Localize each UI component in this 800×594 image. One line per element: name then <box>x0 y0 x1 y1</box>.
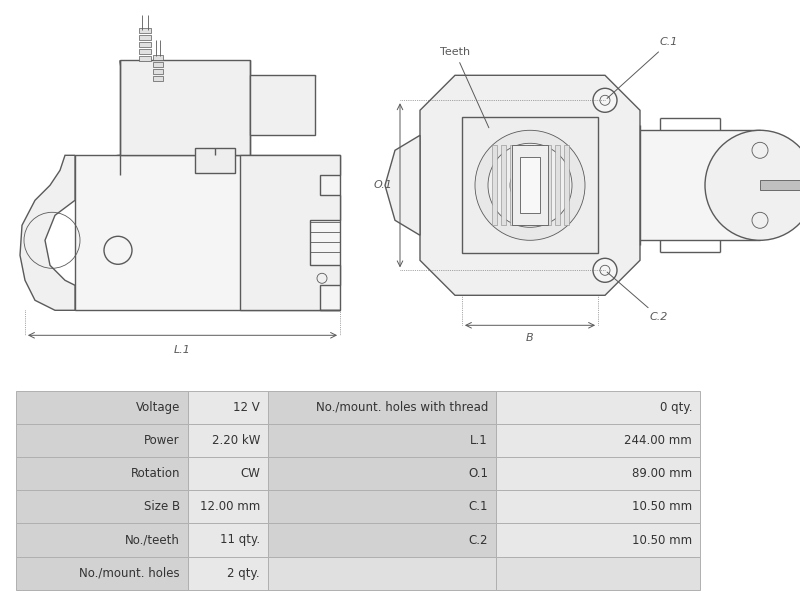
FancyBboxPatch shape <box>16 490 188 523</box>
Text: CW: CW <box>240 467 260 480</box>
FancyBboxPatch shape <box>268 490 496 523</box>
FancyBboxPatch shape <box>188 391 268 424</box>
Bar <box>555 146 560 225</box>
Text: C.1: C.1 <box>607 37 678 99</box>
FancyBboxPatch shape <box>16 523 188 557</box>
Bar <box>153 69 163 74</box>
Text: 12.00 mm: 12.00 mm <box>200 500 260 513</box>
FancyBboxPatch shape <box>496 557 700 590</box>
Bar <box>520 157 540 213</box>
Text: C.2: C.2 <box>469 533 488 546</box>
Circle shape <box>752 143 768 158</box>
Bar <box>139 35 151 40</box>
Text: 2.20 kW: 2.20 kW <box>212 434 260 447</box>
Text: Power: Power <box>144 434 180 447</box>
Text: 10.50 mm: 10.50 mm <box>632 533 692 546</box>
Text: 12 V: 12 V <box>234 401 260 414</box>
Bar <box>512 146 548 225</box>
Text: O.1: O.1 <box>468 467 488 480</box>
FancyBboxPatch shape <box>16 457 188 490</box>
FancyBboxPatch shape <box>16 557 188 590</box>
FancyBboxPatch shape <box>16 391 188 424</box>
FancyBboxPatch shape <box>496 457 700 490</box>
Text: 11 qty.: 11 qty. <box>220 533 260 546</box>
FancyBboxPatch shape <box>496 523 700 557</box>
Text: C.1: C.1 <box>469 500 488 513</box>
Text: No./mount. holes: No./mount. holes <box>79 567 180 580</box>
Bar <box>153 62 163 67</box>
Bar <box>462 117 598 253</box>
Text: No./teeth: No./teeth <box>125 533 180 546</box>
Text: 0 qty.: 0 qty. <box>659 401 692 414</box>
Bar <box>153 76 163 81</box>
FancyBboxPatch shape <box>268 523 496 557</box>
Bar <box>75 155 340 310</box>
Text: Teeth: Teeth <box>440 48 489 128</box>
FancyBboxPatch shape <box>188 490 268 523</box>
Bar <box>120 61 250 155</box>
FancyBboxPatch shape <box>188 557 268 590</box>
Bar <box>510 146 515 225</box>
FancyBboxPatch shape <box>188 424 268 457</box>
Circle shape <box>752 212 768 228</box>
Polygon shape <box>240 155 340 310</box>
Circle shape <box>593 89 617 112</box>
Bar <box>760 181 800 190</box>
FancyBboxPatch shape <box>496 424 700 457</box>
Bar <box>139 42 151 48</box>
FancyBboxPatch shape <box>268 424 496 457</box>
Text: Voltage: Voltage <box>136 401 180 414</box>
Bar <box>195 148 235 173</box>
Circle shape <box>510 165 550 206</box>
FancyBboxPatch shape <box>268 457 496 490</box>
Text: L.1: L.1 <box>470 434 488 447</box>
Bar <box>250 75 315 135</box>
Bar <box>546 146 551 225</box>
Bar <box>492 146 497 225</box>
FancyBboxPatch shape <box>496 490 700 523</box>
Bar <box>153 55 163 61</box>
Bar <box>640 130 760 241</box>
Circle shape <box>488 143 572 228</box>
Bar <box>537 146 542 225</box>
Text: Rotation: Rotation <box>130 467 180 480</box>
Text: 2 qty.: 2 qty. <box>227 567 260 580</box>
Text: Size B: Size B <box>144 500 180 513</box>
Bar <box>519 146 524 225</box>
Polygon shape <box>385 135 420 235</box>
Text: No./mount. holes with thread: No./mount. holes with thread <box>316 401 488 414</box>
Text: L.1: L.1 <box>174 345 190 355</box>
Text: 89.00 mm: 89.00 mm <box>632 467 692 480</box>
Bar <box>139 29 151 33</box>
Bar <box>139 56 151 61</box>
Polygon shape <box>20 155 75 310</box>
Bar <box>528 146 533 225</box>
Polygon shape <box>420 75 640 295</box>
Circle shape <box>705 130 800 241</box>
FancyBboxPatch shape <box>496 391 700 424</box>
Circle shape <box>593 258 617 282</box>
FancyBboxPatch shape <box>188 457 268 490</box>
Bar <box>139 49 151 54</box>
FancyBboxPatch shape <box>268 391 496 424</box>
Bar <box>564 146 569 225</box>
Text: 10.50 mm: 10.50 mm <box>632 500 692 513</box>
Text: B: B <box>526 333 534 343</box>
Bar <box>501 146 506 225</box>
FancyBboxPatch shape <box>16 424 188 457</box>
Text: O.1: O.1 <box>373 181 392 190</box>
Circle shape <box>475 130 585 241</box>
Text: C.2: C.2 <box>607 272 668 323</box>
FancyBboxPatch shape <box>268 557 496 590</box>
FancyBboxPatch shape <box>188 523 268 557</box>
Text: 244.00 mm: 244.00 mm <box>624 434 692 447</box>
